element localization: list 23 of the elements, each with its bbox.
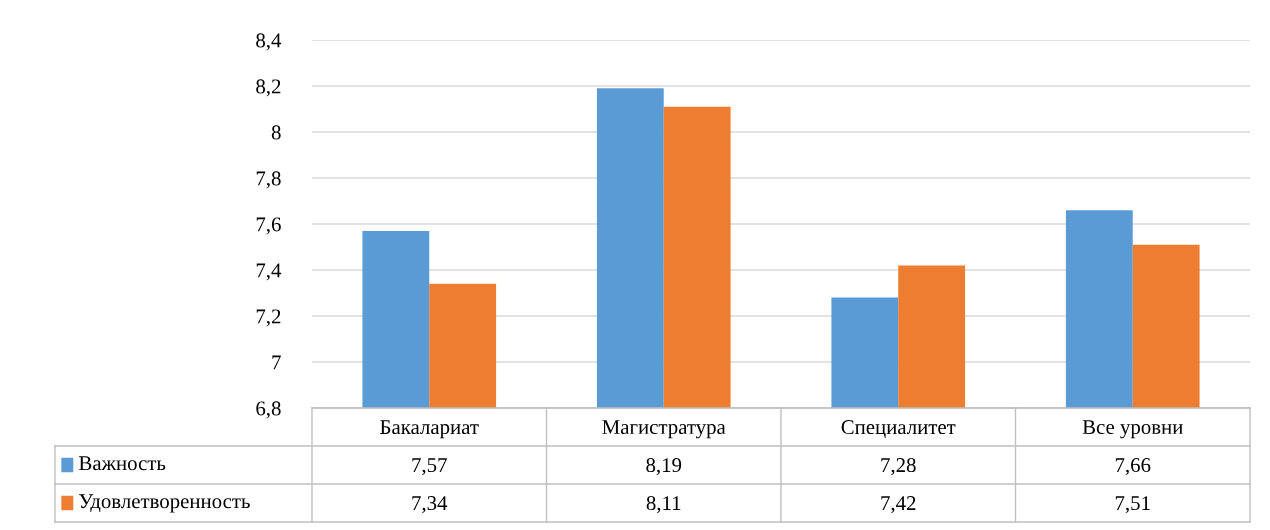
y-tick-label: 7 [272,355,281,370]
data-label: 8,11 [646,496,681,514]
y-tick-label: 8 [271,125,281,140]
y-tick-label: 7,6 [256,217,281,235]
y-tick-label: 8,2 [256,79,281,97]
y-tick-label: 7,4 [256,263,282,281]
x-tick-label: Специалитет [841,420,956,438]
data-label: 7,57 [412,458,447,476]
legend-label: Важность [79,456,166,471]
data-label: 7,28 [881,458,916,476]
y-tick-label: 7,8 [256,171,281,189]
y-tick-label: 7,2 [256,309,281,327]
y-tick-label: 6,8 [256,401,281,419]
data-label: 7,34 [412,496,448,514]
y-tick-label: 8,4 [256,33,282,51]
data-label: 7,51 [1115,496,1150,514]
x-tick-label: Магистратура [602,420,726,439]
data-label: 7,42 [881,496,916,514]
legend-label: Удовлетворенность [79,494,250,513]
x-tick-label: Бакалариат [380,420,479,439]
data-label: 8,19 [646,458,682,476]
x-tick-label: Все уровни [1082,420,1183,439]
data-label: 7,66 [1115,458,1151,476]
